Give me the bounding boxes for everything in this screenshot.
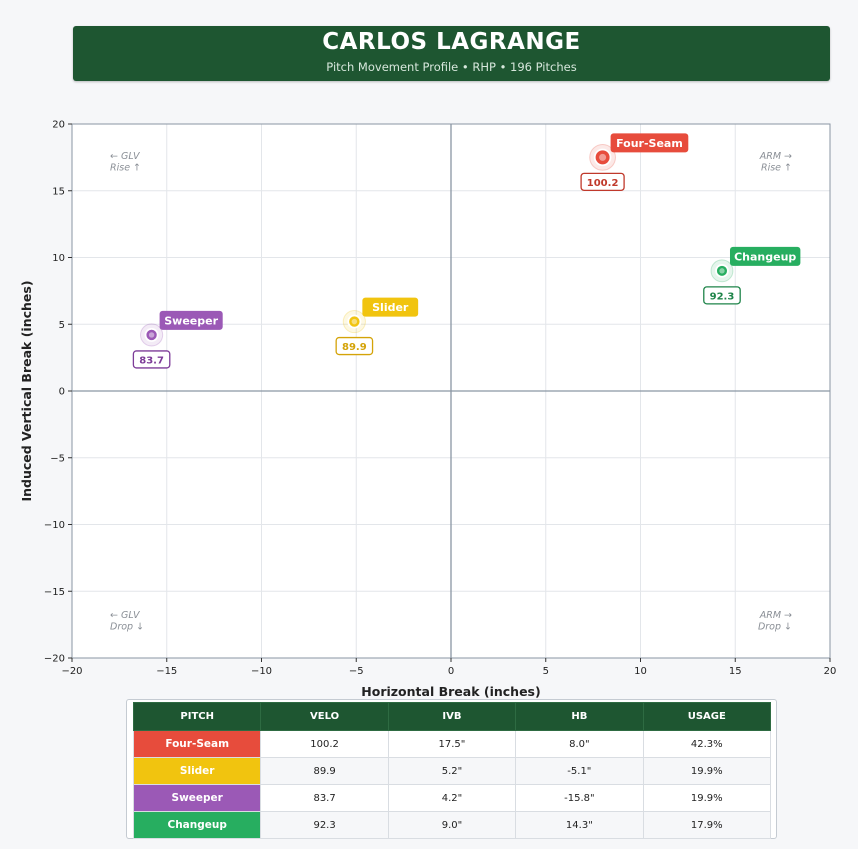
- point-velo-label: 92.3: [710, 291, 735, 302]
- movement-chart: −20 −15 −10 −5 0 5 10 15 20 −20 −15 −10 −5 0 5 10 15 20 Ho…: [19, 120, 837, 700]
- pitch-name-cell: Sweeper: [132, 784, 262, 812]
- point-marker-core: [599, 153, 607, 161]
- table-header-row: PITCH VELO IVB HB USAGE: [132, 702, 772, 731]
- x-tick-label: 10: [634, 666, 647, 677]
- column-header-pitch: PITCH: [132, 702, 262, 731]
- ivb-cell: 9.0": [387, 811, 517, 839]
- usage-cell: 42.3%: [642, 730, 772, 758]
- y-tick-label: 0: [59, 387, 65, 398]
- x-tick-label: 15: [729, 666, 742, 677]
- point-velo-label: 83.7: [139, 355, 164, 366]
- quadrant-label-bottom-left: Drop ↓: [110, 622, 144, 633]
- point-marker: [715, 264, 729, 278]
- page-subtitle: Pitch Movement Profile • RHP • 196 Pitch…: [326, 60, 577, 74]
- velo-cell: 83.7: [260, 784, 389, 812]
- y-tick-label: −10: [44, 520, 65, 531]
- quadrant-label-top-left: Rise ↑: [110, 163, 141, 174]
- point-velo-tag: [132, 350, 171, 369]
- hb-cell: -5.1": [515, 757, 644, 785]
- column-header-ivb: IVB: [387, 702, 517, 731]
- table-row: Slider 89.9 5.2" -5.1" 19.9%: [132, 757, 772, 785]
- pitch-summary-table-container: PITCH VELO IVB HB USAGE Four-Seam 100.2 …: [126, 699, 777, 839]
- ivb-cell: 5.2": [387, 757, 517, 785]
- point-marker: [347, 314, 362, 329]
- point-changeup: Changeup 92.3: [703, 246, 801, 305]
- point-name-label: Sweeper: [164, 314, 218, 327]
- point-velo-tag: [703, 286, 741, 305]
- y-tick-label: 15: [52, 186, 65, 197]
- point-velo-label: 100.2: [587, 178, 619, 189]
- hb-cell: -15.8": [515, 784, 644, 812]
- x-tick-label: −15: [156, 666, 177, 677]
- x-tick-label: 20: [824, 666, 837, 677]
- x-tick-label: 0: [448, 666, 454, 677]
- x-tick-label: −10: [251, 666, 272, 677]
- usage-cell: 17.9%: [642, 811, 772, 839]
- y-tick-label: −5: [50, 453, 65, 464]
- pitch-name-cell: Four-Seam: [132, 730, 262, 758]
- x-axis-title: Horizontal Break (inches): [361, 684, 540, 699]
- hb-cell: 14.3": [515, 811, 644, 839]
- header-banner: CARLOS LAGRANGE Pitch Movement Profile •…: [73, 26, 830, 81]
- point-name-label: Slider: [372, 301, 409, 314]
- point-velo-tag: [580, 172, 625, 192]
- y-tick-label: −15: [44, 587, 65, 598]
- point-name-tag: [610, 133, 689, 153]
- pitch-name-cell: Changeup: [132, 811, 262, 839]
- pitch-summary-table: PITCH VELO IVB HB USAGE Four-Seam 100.2 …: [132, 702, 772, 839]
- x-tick-label: −5: [349, 666, 364, 677]
- hb-cell: 8.0": [515, 730, 644, 758]
- table-row: Four-Seam 100.2 17.5" 8.0" 42.3%: [132, 730, 772, 758]
- table-row: Sweeper 83.7 4.2" -15.8" 19.9%: [132, 784, 772, 812]
- point-name-tag: [159, 310, 223, 330]
- y-axis-title: Induced Vertical Break (inches): [19, 280, 34, 501]
- quadrant-label-top-right: Rise ↑: [761, 163, 792, 174]
- point-slider: Slider 89.9: [335, 297, 419, 356]
- y-tick-label: 10: [52, 253, 65, 264]
- usage-cell: 19.9%: [642, 784, 772, 812]
- quadrant-label-top-left: ← GLV: [110, 151, 141, 162]
- column-header-hb: HB: [515, 702, 644, 731]
- quadrant-label-bottom-right: Drop ↓: [758, 622, 792, 633]
- point-name-label: Four-Seam: [616, 137, 683, 150]
- velo-cell: 89.9: [260, 757, 389, 785]
- point-marker-core: [719, 268, 725, 274]
- quadrant-label-bottom-right: ARM →: [759, 610, 792, 621]
- table-row: Changeup 92.3 9.0" 14.3" 17.9%: [132, 811, 772, 839]
- ivb-cell: 17.5": [387, 730, 517, 758]
- y-tick-label: 20: [52, 120, 65, 131]
- velo-cell: 92.3: [260, 811, 389, 839]
- point-sweeper: Sweeper 83.7: [132, 310, 223, 369]
- velo-cell: 100.2: [260, 730, 389, 758]
- quadrant-label-top-right: ARM →: [759, 151, 792, 162]
- y-tick-label: 5: [59, 320, 65, 331]
- point-marker-core: [148, 332, 155, 338]
- point-four-seam: Four-Seam 100.2: [580, 133, 689, 192]
- point-name-label: Changeup: [734, 250, 796, 263]
- point-marker-core: [351, 318, 358, 325]
- point-marker: [593, 148, 612, 167]
- x-tick-label: −20: [61, 666, 82, 677]
- column-header-usage: USAGE: [642, 702, 772, 731]
- usage-cell: 19.9%: [642, 757, 772, 785]
- page-title: CARLOS LAGRANGE: [322, 29, 581, 55]
- x-tick-label: 5: [543, 666, 549, 677]
- point-name-tag: [729, 246, 801, 266]
- pitch-name-cell: Slider: [132, 757, 262, 785]
- ivb-cell: 4.2": [387, 784, 517, 812]
- y-tick-label: −20: [44, 654, 65, 665]
- quadrant-label-bottom-left: ← GLV: [110, 610, 141, 621]
- point-name-tag: [362, 297, 419, 317]
- point-marker: [144, 327, 159, 342]
- point-velo-tag: [335, 336, 374, 356]
- point-velo-label: 89.9: [342, 342, 367, 353]
- column-header-velo: VELO: [260, 702, 389, 731]
